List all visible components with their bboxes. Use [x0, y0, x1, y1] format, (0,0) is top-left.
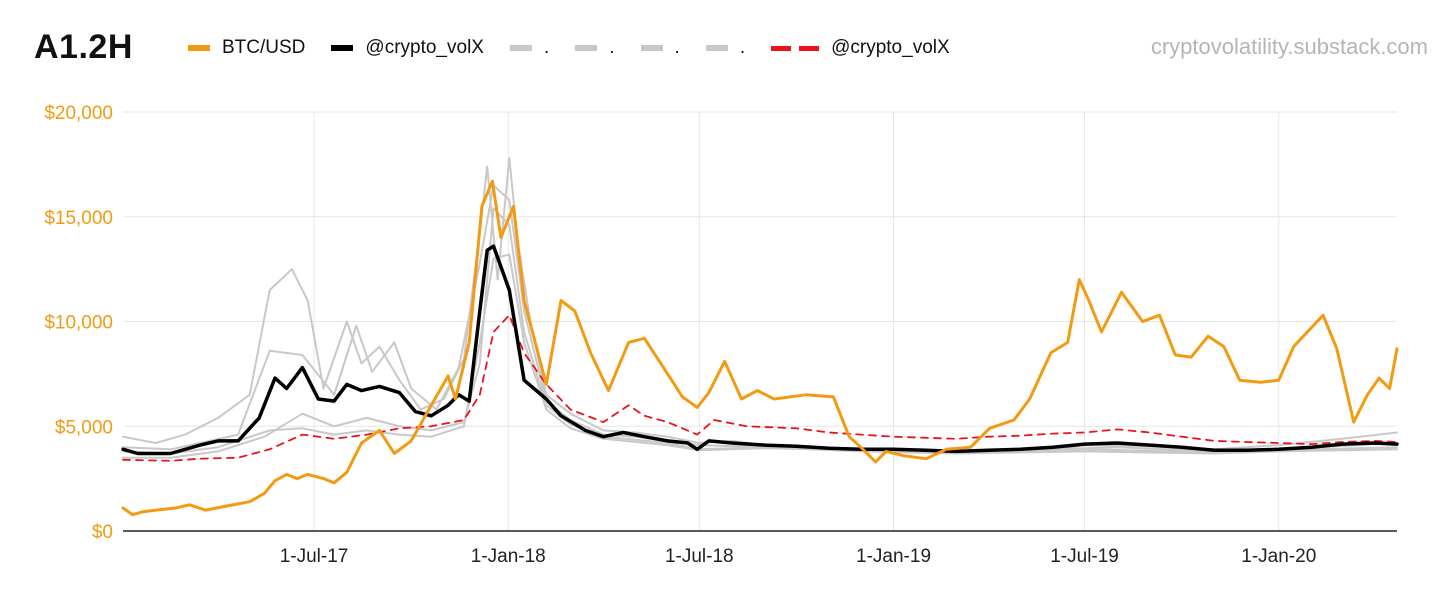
legend-label-gray-4: . [739, 37, 746, 58]
y-tick-label: $0 [92, 522, 113, 543]
x-tick-label: 1-Jul-18 [665, 546, 734, 567]
legend-item-cryptovolx[interactable]: @crypto_volX [331, 37, 484, 59]
legend: BTC/USD @crypto_volX . . . . @crypto_vol… [188, 34, 976, 62]
chart-title: A1.2H [34, 28, 133, 66]
legend-label-btc: BTC/USD [222, 37, 306, 58]
legend-swatch-cryptovolx-dashed [771, 45, 820, 51]
grid [123, 111, 1397, 531]
x-tick-label: 1-Jan-19 [856, 546, 931, 567]
watermark: cryptovolatility.substack.com [1150, 34, 1428, 59]
x-tick-label: 1-Jan-18 [471, 546, 546, 567]
series-layer [121, 157, 1399, 517]
legend-label-gray-2: . [609, 37, 615, 58]
series-line-btc-usd-0 [121, 179, 1399, 517]
legend-swatch-gray-3 [640, 45, 663, 51]
legend-swatch-gray-2 [575, 45, 598, 51]
y-tick-label: $15,000 [44, 208, 113, 229]
legend-item-gray-1[interactable]: . [509, 37, 550, 59]
series-line-crypto-volx-6 [122, 314, 1398, 462]
legend-item-cryptovolx-dashed[interactable]: @crypto_volX [771, 37, 950, 59]
legend-swatch-gray-1 [509, 45, 532, 51]
series-line-crypto-volx-5 [121, 244, 1399, 456]
legend-item-btc[interactable]: BTC/USD [188, 37, 305, 59]
legend-label-gray-3: . [674, 37, 680, 58]
axes: $0 $5,000 $10,000 $15,000 $20,000 1-Jul-17 1-J… [44, 103, 1397, 567]
legend-item-gray-4[interactable]: . [705, 37, 746, 59]
legend-label-cryptovolx-dashed: @crypto_volX [831, 37, 950, 58]
legend-item-gray-3[interactable]: . [640, 37, 680, 59]
legend-swatch-gray-4 [705, 45, 728, 51]
x-tick-label: 1-Jul-19 [1050, 546, 1119, 567]
y-tick-label: $10,000 [44, 313, 113, 334]
legend-item-gray-2[interactable]: . [575, 37, 615, 59]
legend-swatch-btc [188, 45, 210, 51]
x-tick-label: 1-Jan-20 [1241, 546, 1316, 567]
legend-label-gray-1: . [543, 37, 550, 58]
y-tick-label: $5,000 [55, 417, 113, 438]
x-tick-label: 1-Jul-17 [280, 546, 349, 567]
legend-label-cryptovolx: @crypto_volX [365, 37, 484, 58]
legend-swatch-cryptovolx [331, 45, 354, 51]
y-tick-label: $20,000 [44, 103, 113, 124]
